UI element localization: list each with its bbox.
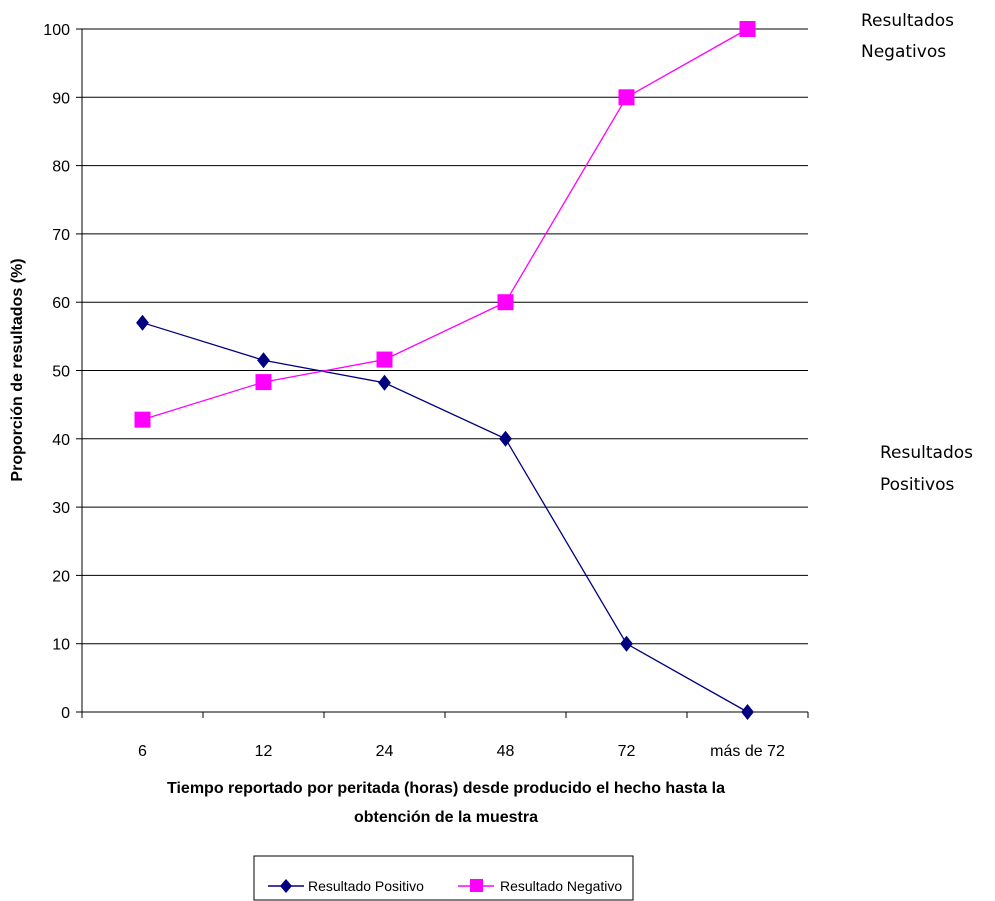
y-tick-label-10: 10 <box>52 637 70 654</box>
y-tick-label-60: 60 <box>52 295 70 312</box>
legend-box <box>253 855 634 901</box>
series-line-negativo <box>142 28 748 421</box>
y-tick-label-100: 100 <box>43 22 70 39</box>
legend-marker-positivo <box>280 879 292 893</box>
point-positivo-4 <box>620 635 633 652</box>
legend-label-negativo: Resultado Negativo <box>500 878 622 894</box>
point-positivo-2 <box>378 374 391 391</box>
series-lines <box>134 21 756 720</box>
x-axis-title-line-1: Tiempo reportado por peritada (horas) de… <box>167 780 725 797</box>
point-positivo-0 <box>136 314 149 331</box>
legend-entry-negativo: Resultado Negativo <box>458 878 622 894</box>
gridlines <box>82 28 808 645</box>
tick-labels: 0 10 20 30 40 50 60 70 80 90 100 6 12 24 48 72 más de 72 <box>43 22 785 760</box>
x-tick-label-1: 12 <box>255 743 273 760</box>
y-tick-label-20: 20 <box>52 568 70 585</box>
x-tick-label-2: 24 <box>376 743 394 760</box>
point-negativo-2 <box>376 351 393 368</box>
annotation-positivos-line-1: Resultados <box>880 443 973 463</box>
point-negativo-4 <box>618 89 635 106</box>
y-tick-label-40: 40 <box>52 432 70 449</box>
legend-entry-positivo: Resultado Positivo <box>268 878 424 894</box>
y-axis-title: Proporción de resultados (%) <box>9 258 26 481</box>
y-tick-label-0: 0 <box>61 705 70 722</box>
annotation-negativos-line-1: Resultados <box>861 11 954 31</box>
y-tick-label-90: 90 <box>52 90 70 107</box>
point-positivo-5 <box>741 704 754 720</box>
legend: Resultado Positivo Resultado Negativo <box>253 855 634 901</box>
x-tick-label-3: 48 <box>497 743 515 760</box>
legend-marker-negativo <box>470 879 483 892</box>
axes <box>76 28 809 718</box>
point-positivo-1 <box>257 352 270 369</box>
point-negativo-5 <box>739 21 756 37</box>
annotation-negativos-line-2: Negativos <box>861 42 946 62</box>
series-line-positivo <box>142 322 748 713</box>
point-positivo-3 <box>499 430 512 447</box>
x-tick-label-5: más de 72 <box>710 743 785 760</box>
annotation-positivos-line-2: Positivos <box>880 475 954 495</box>
point-negativo-1 <box>255 374 272 391</box>
point-negativo-0 <box>134 411 151 428</box>
x-tick-label-0: 6 <box>138 743 147 760</box>
annotation-negativos: Resultados Negativos <box>861 11 954 62</box>
y-tick-label-80: 80 <box>52 159 70 176</box>
annotation-positivos: Resultados Positivos <box>880 443 973 495</box>
legend-label-positivo: Resultado Positivo <box>308 878 424 894</box>
point-negativo-3 <box>497 294 514 311</box>
y-tick-label-50: 50 <box>52 364 70 381</box>
y-tick-label-30: 30 <box>52 500 70 517</box>
y-tick-label-70: 70 <box>52 227 70 244</box>
x-tick-label-4: 72 <box>618 743 636 760</box>
x-axis-title-line-2: obtención de la muestra <box>354 809 538 826</box>
